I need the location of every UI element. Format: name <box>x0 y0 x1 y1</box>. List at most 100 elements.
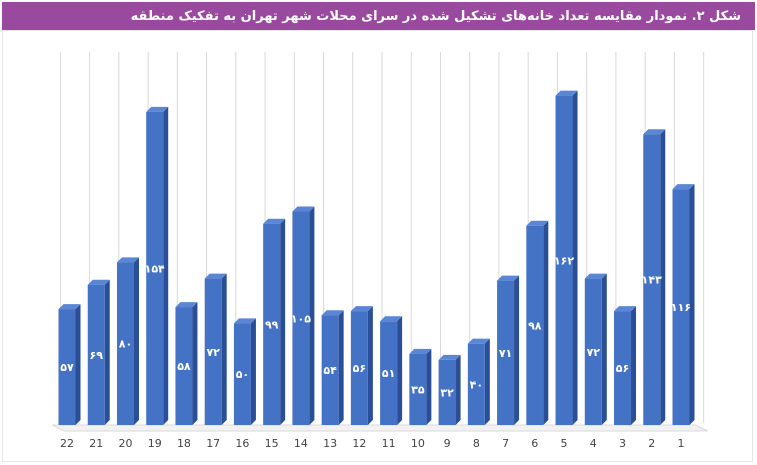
bar-top-5 <box>555 90 578 96</box>
chart-floor <box>52 424 708 432</box>
x-tick-13: 13 <box>323 437 337 450</box>
x-tick-3: 3 <box>619 437 626 450</box>
bar-side-11 <box>397 316 403 425</box>
bar-top-7 <box>497 275 520 281</box>
x-tick-9: 9 <box>444 437 451 450</box>
bar-22 <box>58 309 76 425</box>
x-tick-22: 22 <box>60 437 74 450</box>
x-tick-18: 18 <box>177 437 191 450</box>
data-label-20: ۸۰ <box>119 338 132 351</box>
bar-top-15 <box>263 218 286 224</box>
x-tick-4: 4 <box>590 437 597 450</box>
bar-10 <box>409 353 427 425</box>
bar-top-11 <box>380 316 403 322</box>
bar-4 <box>584 278 602 425</box>
data-label-15: ۹۹ <box>265 318 279 331</box>
bar-side-18 <box>192 302 198 425</box>
bar-20 <box>116 262 134 425</box>
bar-top-17 <box>204 273 227 279</box>
data-label-3: ۵۶ <box>616 362 629 375</box>
bar-7 <box>497 280 515 425</box>
bar-side-10 <box>426 348 432 425</box>
bar-top-16 <box>233 318 256 324</box>
bar-side-17 <box>221 273 227 425</box>
bar-12 <box>350 311 368 425</box>
x-tick-19: 19 <box>148 437 162 450</box>
bar-19 <box>146 111 164 425</box>
x-tick-8: 8 <box>473 437 480 450</box>
bar-top-20 <box>116 257 139 263</box>
bar-top-2 <box>643 129 666 135</box>
bar-side-14 <box>309 206 315 425</box>
data-label-22: ۵۷ <box>60 361 74 374</box>
bar-side-4 <box>601 273 607 425</box>
bar-side-19 <box>163 106 169 425</box>
x-tick-2: 2 <box>648 437 655 450</box>
chart-title: شکل ۲. نمودار مقایسه تعداد خانه‌های تشکی… <box>130 8 741 24</box>
bar-top-19 <box>146 106 169 112</box>
bar-15 <box>263 223 281 425</box>
bar-side-22 <box>75 304 81 425</box>
bar-1 <box>672 189 690 425</box>
bar-9 <box>438 359 456 425</box>
bar-11 <box>380 321 398 425</box>
data-label-16: ۵۰ <box>236 368 249 381</box>
bar-5 <box>555 95 573 425</box>
x-tick-21: 21 <box>89 437 103 450</box>
bar-2 <box>643 134 661 425</box>
bar-top-8 <box>467 338 490 344</box>
x-tick-1: 1 <box>678 437 685 450</box>
bar-17 <box>204 278 222 425</box>
bar-13 <box>321 315 339 425</box>
data-label-7: ۷۱ <box>499 347 512 360</box>
x-tick-5: 5 <box>561 437 568 450</box>
bar-side-2 <box>660 129 666 425</box>
bar-top-4 <box>584 273 607 279</box>
data-label-10: ۳۵ <box>411 383 425 396</box>
bar-top-21 <box>87 279 110 285</box>
bar-side-21 <box>104 279 110 425</box>
x-tick-17: 17 <box>206 437 220 450</box>
x-tick-12: 12 <box>352 437 366 450</box>
bar-side-15 <box>280 218 286 425</box>
bar-side-5 <box>572 90 578 425</box>
data-label-17: ۷۲ <box>206 346 220 359</box>
bar-side-1 <box>689 184 695 425</box>
x-tick-11: 11 <box>382 437 396 450</box>
data-label-6: ۹۸ <box>528 319 542 332</box>
bar-top-3 <box>614 306 637 312</box>
bar-top-22 <box>58 304 81 310</box>
chart-frame <box>2 30 753 462</box>
bar-side-7 <box>514 275 520 425</box>
data-label-9: ۳۲ <box>440 386 454 399</box>
bar-top-18 <box>175 302 198 308</box>
data-label-5: ۱۶۲ <box>554 254 574 267</box>
x-tick-15: 15 <box>265 437 279 450</box>
bar-6 <box>526 225 544 425</box>
bar-3 <box>614 311 632 425</box>
bar-top-6 <box>526 220 549 226</box>
bar-top-1 <box>672 184 695 190</box>
bar-side-9 <box>455 354 461 425</box>
bar-14 <box>292 211 310 425</box>
x-tick-20: 20 <box>118 437 132 450</box>
data-label-8: ۴۰ <box>470 378 483 391</box>
bar-side-20 <box>133 257 139 425</box>
data-label-21: ۶۹ <box>90 349 104 362</box>
data-label-12: ۵۶ <box>353 362 366 375</box>
bar-top-12 <box>350 306 373 312</box>
chart-title-bar: شکل ۲. نمودار مقایسه تعداد خانه‌های تشکی… <box>2 2 755 30</box>
data-label-11: ۵۱ <box>382 367 395 380</box>
x-tick-6: 6 <box>531 437 538 450</box>
bar-18 <box>175 307 193 425</box>
x-tick-10: 10 <box>411 437 425 450</box>
bar-side-8 <box>484 338 490 425</box>
data-label-2: ۱۴۳ <box>642 274 662 287</box>
bar-top-13 <box>321 310 344 316</box>
bar-side-13 <box>338 310 344 425</box>
data-label-18: ۵۸ <box>177 360 191 373</box>
bar-top-9 <box>438 354 461 360</box>
bar-8 <box>467 343 485 425</box>
bar-side-16 <box>250 318 256 425</box>
